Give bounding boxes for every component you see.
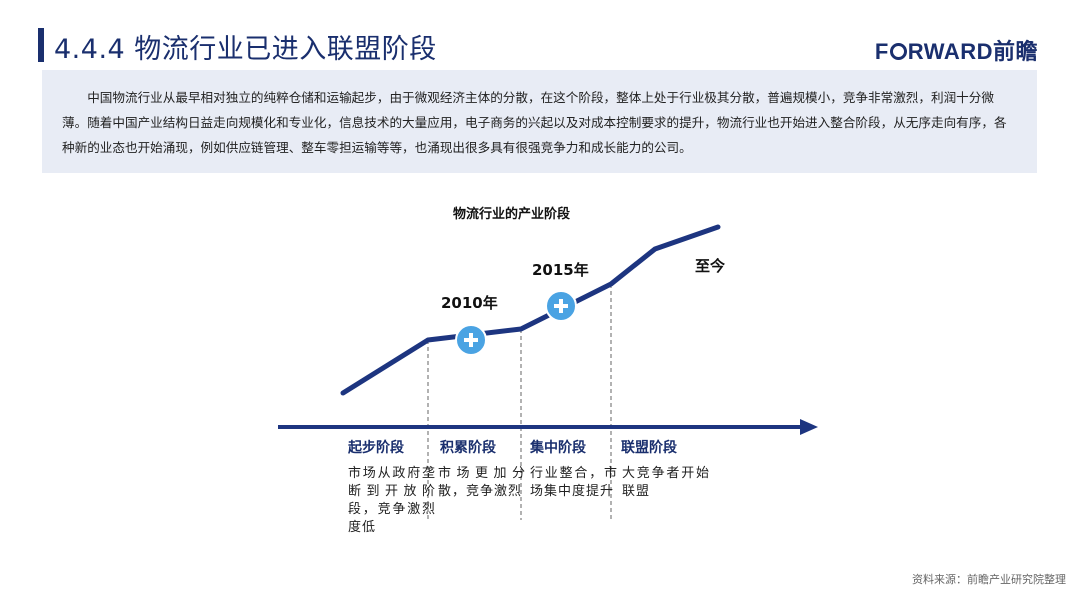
stage-name-concentrate: 集中阶段	[530, 440, 586, 456]
stage-desc-start: 市场从政府垄断到开放阶段，竞争激烈度低	[348, 466, 436, 535]
stage-name-accumulate: 积累阶段	[440, 440, 496, 456]
milestone-label-2010: 2010年	[441, 294, 498, 312]
description-text: 中国物流行业从最早相对独立的纯粹仓储和运输起步，由于微观经济主体的分散，在这个阶…	[62, 90, 1007, 155]
logo-text-pre: F	[874, 39, 889, 64]
stage-desc-concentrate: 行业整合，市场集中度提升	[530, 466, 618, 499]
stage-desc-accumulate: 市场更加分散，竞争激烈	[438, 466, 526, 499]
diagram-title: 物流行业的产业阶段	[453, 207, 571, 222]
stage-desc-alliance: 大竞争者开始联盟	[622, 466, 710, 499]
growth-curve	[340, 224, 721, 396]
stage-name-start: 起步阶段	[348, 440, 404, 456]
logo-text-post: RWARD前瞻	[907, 39, 1038, 64]
title-accent-bar	[38, 28, 44, 62]
page-title: 4.4.4 物流行业已进入联盟阶段	[54, 34, 437, 65]
plus-icon	[545, 290, 577, 322]
milestone-label-now: 至今	[695, 257, 726, 275]
source-note: 资料来源：前瞻产业研究院整理	[912, 573, 1066, 586]
forward-logo: F RWARD前瞻	[875, 34, 1038, 66]
description-box: 中国物流行业从最早相对独立的纯粹仓储和运输起步，由于微观经济主体的分散，在这个阶…	[42, 70, 1037, 173]
logo-o-ring	[889, 43, 907, 60]
plus-icon	[455, 324, 487, 356]
stage-name-alliance: 联盟阶段	[621, 440, 677, 456]
milestone-label-2015: 2015年	[532, 261, 589, 279]
timeline-arrowhead	[800, 419, 818, 435]
